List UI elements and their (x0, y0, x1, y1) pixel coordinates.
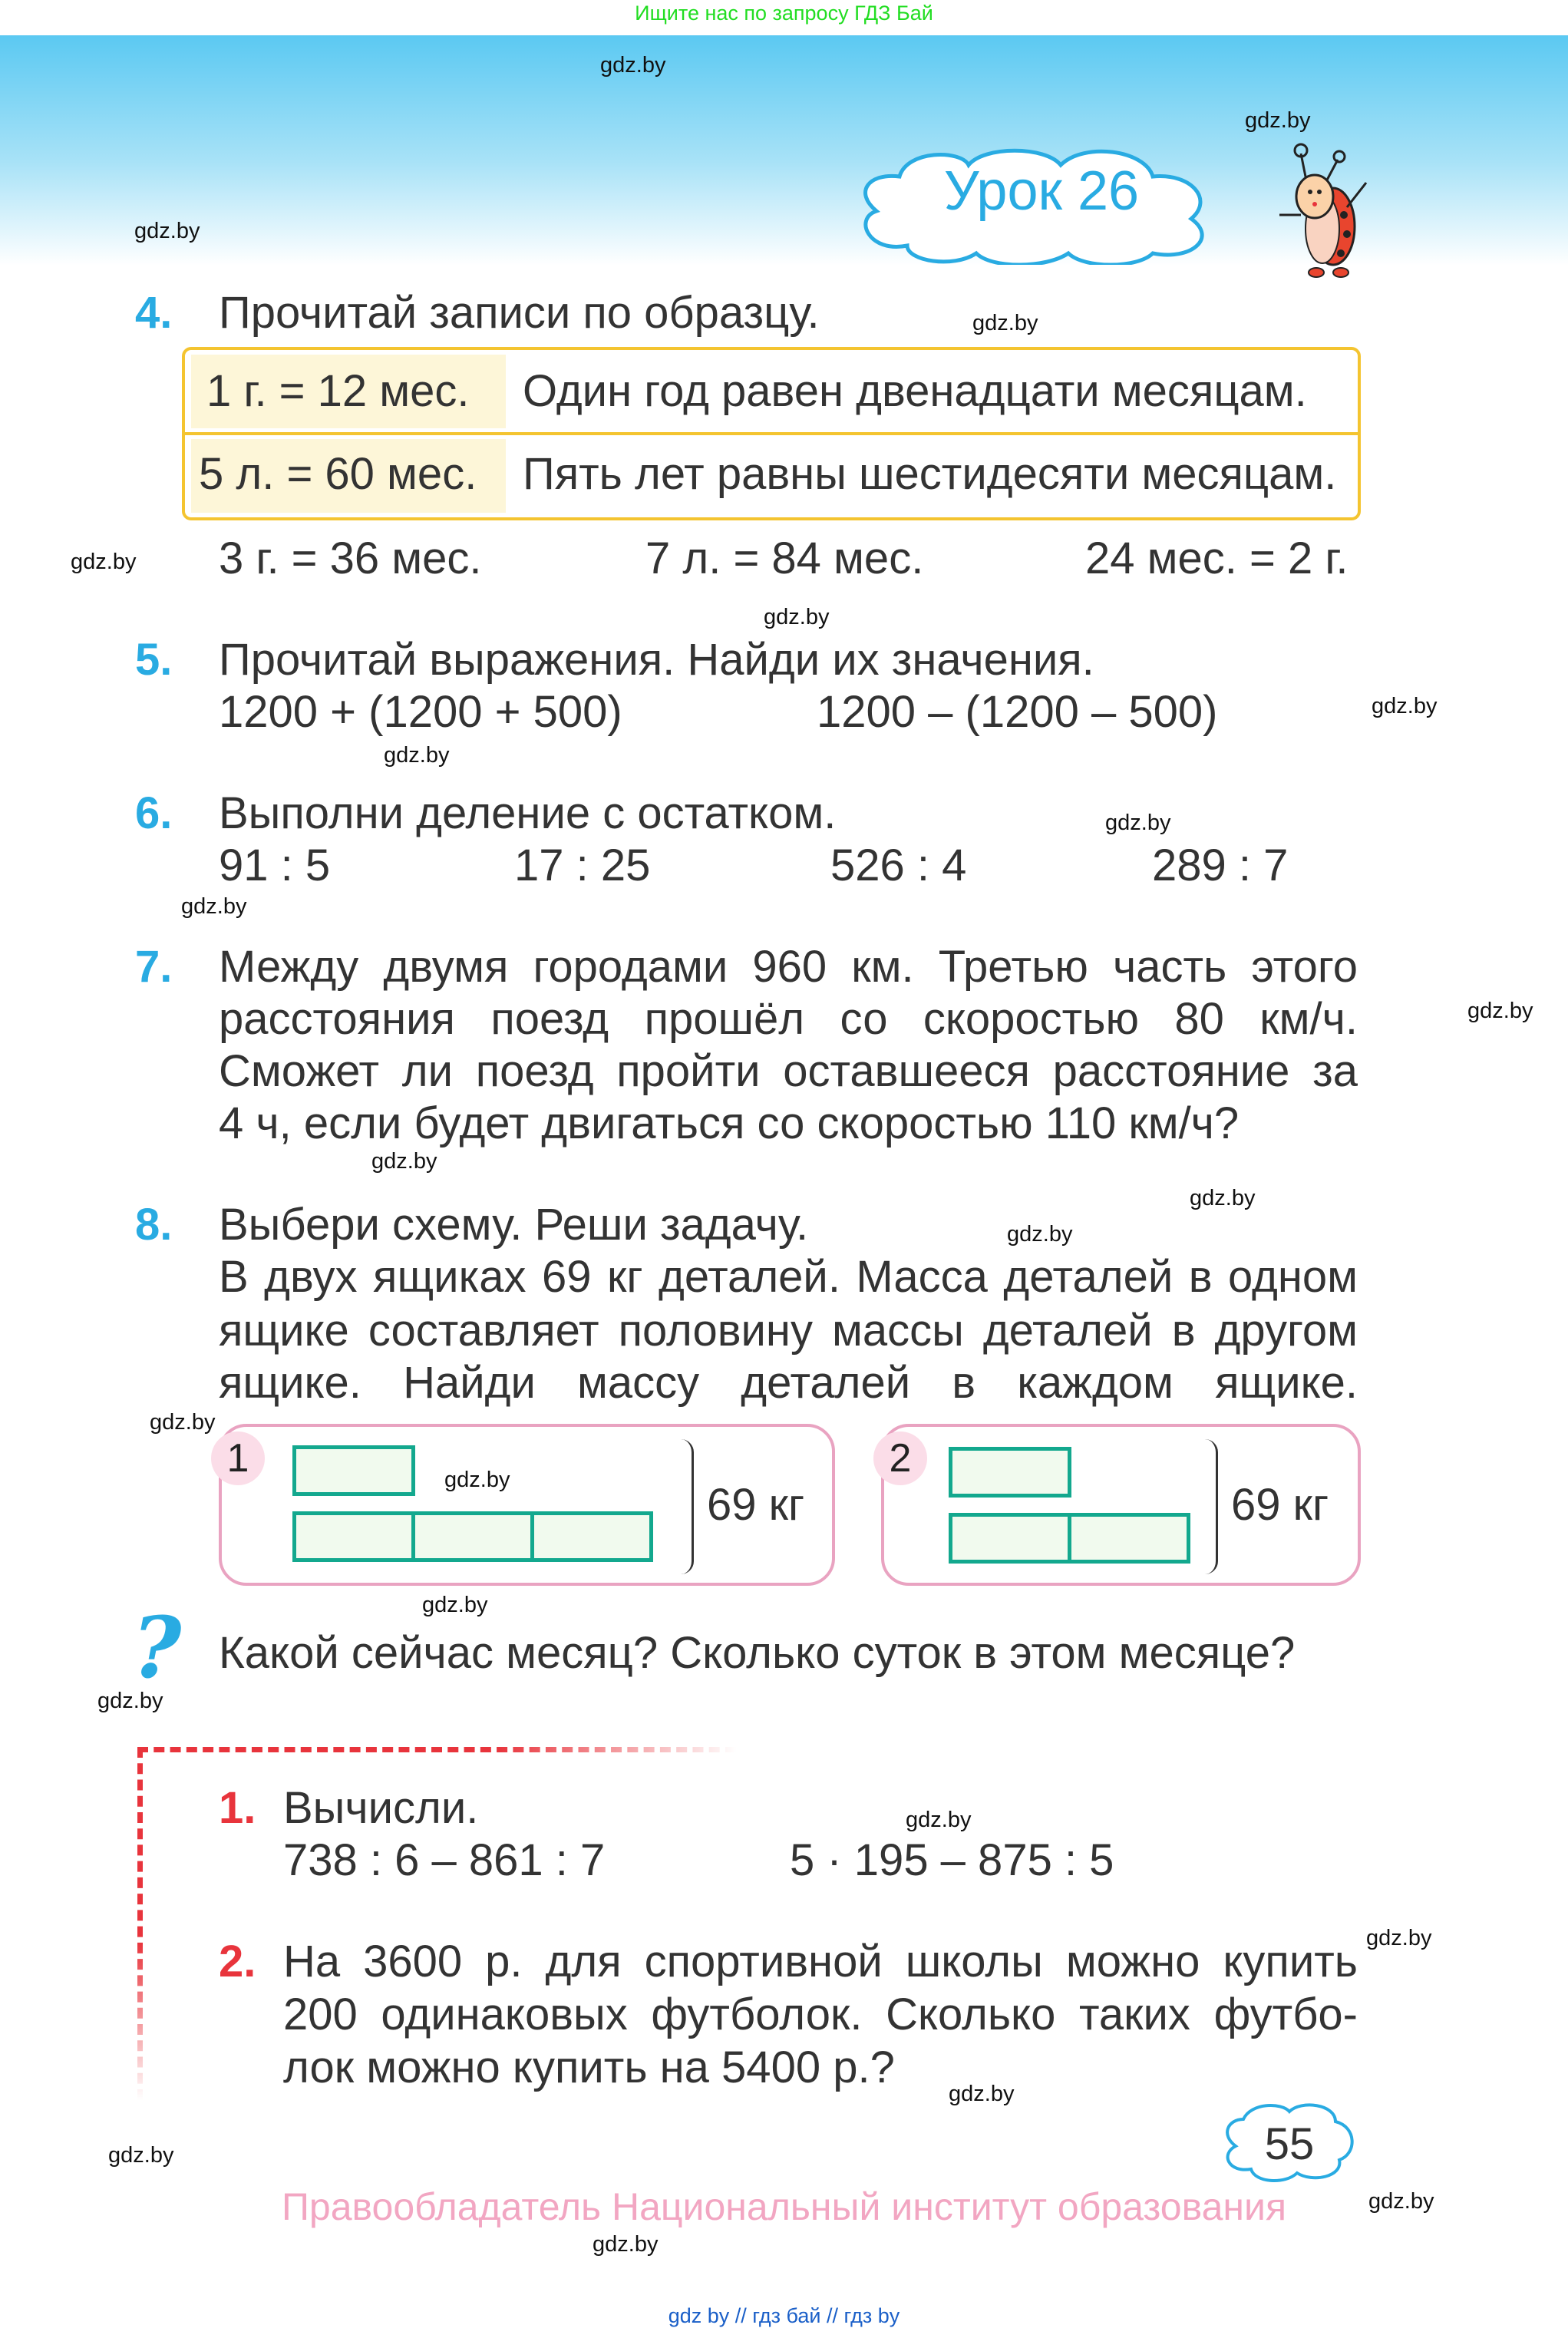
task-6-item: 17 : 25 (514, 840, 651, 890)
lesson-title: Урок 26 (943, 160, 1140, 222)
example-box: 1 г. = 12 мес. Один год равен двенадцати… (182, 347, 1361, 520)
task-6-item: 526 : 4 (830, 840, 967, 890)
task-8-line: ящике. Найди массу деталей в каждом ящик… (219, 1358, 1358, 1408)
task-8-line: В двух ящиках 69 кг деталей. Масса детал… (219, 1252, 1358, 1302)
scheme-segment (530, 1511, 653, 1562)
homework-1-item: 5 · 195 – 875 : 5 (790, 1835, 1114, 1885)
watermark: gdz.by (1368, 2189, 1434, 2214)
task-8-line: ящике составляет половину массы деталей … (219, 1306, 1358, 1356)
watermark: gdz.by (422, 1593, 488, 1617)
watermark: gdz.by (371, 1149, 437, 1174)
homework-2-number: 2. (219, 1937, 256, 1986)
watermark: gdz.by (444, 1468, 510, 1492)
watermark: gdz.by (906, 1808, 972, 1832)
homework-2-line: лок можно купить на 5400 р.? (283, 2042, 895, 2092)
watermark: gdz.by (1372, 694, 1438, 718)
footer-links[interactable]: gdz by // гдз бай // гдз by (668, 2304, 900, 2327)
brace-icon (681, 1439, 694, 1574)
watermark: gdz.by (134, 219, 200, 243)
watermark: gdz.by (108, 2143, 174, 2168)
watermark: gdz.by (1366, 1926, 1432, 1950)
watermark: gdz.by (600, 53, 666, 78)
watermark: gdz.by (384, 743, 450, 768)
task-4-item: 7 л. = 84 мес. (645, 533, 924, 583)
homework-2-line: На 3600 р. для спортивной школы можно ку… (283, 1937, 1358, 1986)
homework-border (137, 1747, 143, 2100)
task-7-line: Сможет ли поезд пройти оставшееся рассто… (219, 1046, 1358, 1096)
task-4-number: 4. (135, 288, 173, 338)
homework-2-line: 200 одинаковых футболок. Сколько таких ф… (283, 1990, 1358, 2039)
task-5-item: 1200 + (1200 + 500) (219, 687, 622, 737)
scheme-2-label: 2 (873, 1432, 927, 1485)
task-4-item: 3 г. = 36 мес. (219, 533, 482, 583)
watermark: gdz.by (972, 311, 1038, 335)
scheme-segment (949, 1513, 1071, 1564)
task-5-title: Прочитай выражения. Найди их значения. (219, 635, 1094, 685)
example-cell (191, 439, 506, 513)
scheme-segment (949, 1447, 1071, 1498)
watermark: gdz.by (593, 2232, 659, 2257)
copyright: Правообладатель Национальный институт об… (281, 2185, 1287, 2228)
task-4-title: Прочитай записи по образцу. (219, 288, 820, 338)
scheme-1-label: 1 (211, 1432, 265, 1485)
question-mark-icon: ? (132, 1598, 182, 1697)
watermark: gdz.by (1105, 811, 1171, 835)
search-banner[interactable]: Ищите нас по запросу ГДЗ Бай (635, 2, 933, 25)
homework-border (137, 1747, 736, 1752)
page-number-cloud-icon (1226, 2103, 1354, 2183)
task-7-line: 4 ч, если будет двигаться со скоростью 1… (219, 1098, 1240, 1148)
watermark: gdz.by (1467, 999, 1533, 1023)
task-6-item: 91 : 5 (219, 840, 331, 890)
example-cell (191, 355, 506, 428)
watermark: gdz.by (181, 894, 247, 919)
scheme-1[interactable]: 1 69 кг (211, 1424, 835, 1586)
homework-1-number: 1. (219, 1783, 256, 1833)
task-6-title: Выполни деление с остатком. (219, 788, 837, 838)
scheme-segment (1068, 1513, 1190, 1564)
scheme-2-total: 69 кг (1231, 1480, 1329, 1530)
example-reading: Один год равен двенадцати месяцам. (523, 366, 1307, 416)
watermark: gdz.by (150, 1410, 216, 1435)
divider (185, 432, 1358, 435)
task-7-number: 7. (135, 942, 173, 992)
task-8-number: 8. (135, 1200, 173, 1250)
watermark: gdz.by (1190, 1186, 1256, 1210)
watermark: gdz.by (71, 550, 137, 574)
question-text: Какой сейчас месяц? Сколько суток в этом… (219, 1628, 1296, 1678)
task-7-line: Между двумя городами 960 км. Третью част… (219, 942, 1358, 992)
example-formula: 1 г. = 12 мес. (206, 366, 470, 416)
brace-icon (1205, 1439, 1218, 1574)
homework-1-title: Вычисли. (283, 1783, 479, 1833)
example-reading: Пять лет равны шестидесяти месяцам. (523, 449, 1337, 499)
task-7-line: расстояния поезд прошёл со скоростью 80 … (219, 994, 1358, 1044)
homework-1-item: 738 : 6 – 861 : 7 (283, 1835, 606, 1885)
task-6-item: 289 : 7 (1152, 840, 1289, 890)
watermark: gdz.by (949, 2082, 1015, 2106)
scheme-segment (292, 1511, 415, 1562)
task-8-line: Выбери схему. Реши задачу. (219, 1200, 809, 1250)
task-4-item: 24 мес. = 2 г. (1085, 533, 1348, 583)
scheme-segment (292, 1445, 415, 1496)
watermark: gdz.by (764, 605, 830, 629)
watermark: gdz.by (97, 1689, 163, 1713)
scheme-2[interactable]: 2 69 кг (873, 1424, 1361, 1586)
top-band (0, 0, 1568, 35)
scheme-1-total: 69 кг (707, 1480, 805, 1530)
cloud-icon (863, 148, 1204, 265)
scheme-segment (411, 1511, 534, 1562)
ladybug-icon (1279, 143, 1368, 278)
watermark: gdz.by (1245, 108, 1311, 133)
task-5-item: 1200 – (1200 – 500) (817, 687, 1218, 737)
watermark: gdz.by (1007, 1222, 1073, 1247)
task-5-number: 5. (135, 635, 173, 685)
page-number: 55 (1264, 2119, 1315, 2169)
task-6-number: 6. (135, 788, 173, 838)
example-formula: 5 л. = 60 мес. (199, 449, 477, 499)
